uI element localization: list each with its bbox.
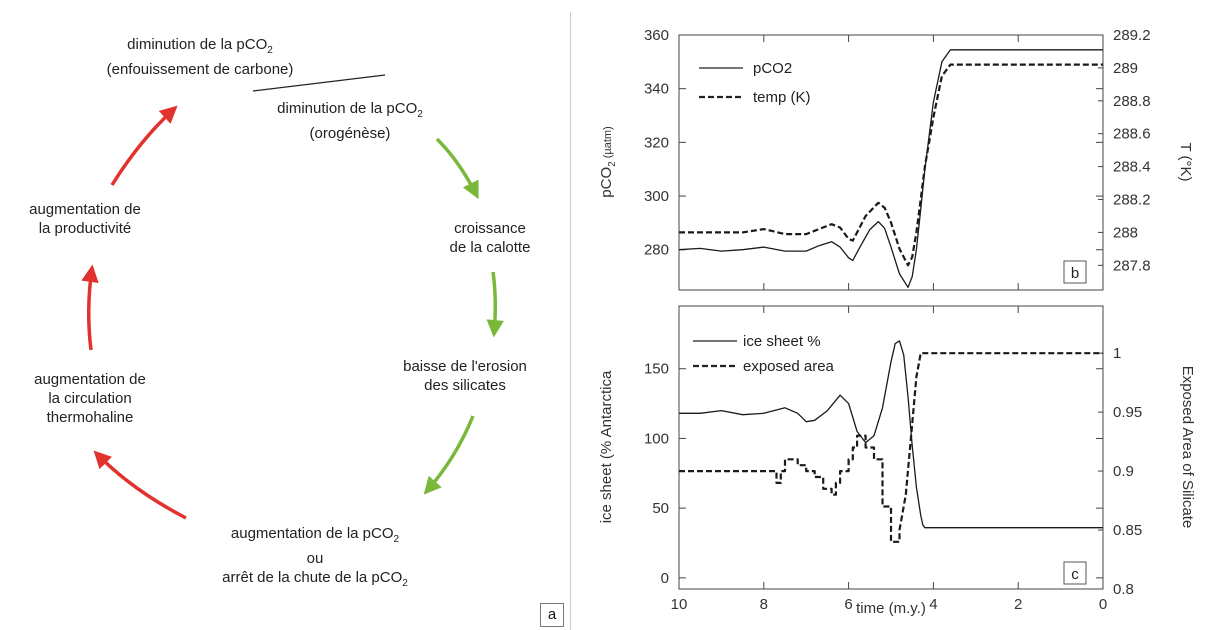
chart-marks: 280300320340360287.8288288.2288.4288.628… [644, 27, 1151, 613]
diagram-panel: diminution de la pCO2 (enfouissement de … [0, 0, 570, 630]
chart-1-xtick-label-1: 8 [760, 596, 768, 613]
red-arrow-2 [81, 264, 99, 351]
chart-c-y2label: Exposed Area of Silicate [1179, 366, 1196, 529]
chart-1-xtick-label-2: 6 [844, 596, 852, 613]
chart-1-ytick-label-0: 0 [661, 570, 669, 587]
chart-c-ylabel: ice sheet (% Antarctica [598, 370, 615, 523]
charts-svg: b pCO2 (µatm) T (°K) pCO2 temp (K) c ice… [598, 27, 1196, 617]
red-arrow-3 [110, 105, 178, 186]
chart-1-ytick-label-3: 150 [644, 361, 669, 378]
red-arrow-1 [93, 450, 187, 520]
legend-b-pco2: pCO2 [753, 60, 792, 77]
green-arrow-2 [486, 271, 504, 338]
chart-0-y2tick-label-5: 288.8 [1113, 93, 1151, 110]
legend-b-temp: temp (K) [753, 89, 811, 106]
legend-c-exposed: exposed area [743, 358, 835, 375]
chart-0-y2tick-label-2: 288.2 [1113, 192, 1151, 209]
chart-c-frame [678, 305, 1104, 590]
chart-1-xtick-label-0: 10 [671, 596, 688, 613]
chart-1-ytick-label-2: 100 [644, 430, 669, 447]
panel-badge-a: a [540, 603, 564, 627]
connector-line [252, 74, 386, 92]
chart-0-y2tick-label-7: 289.2 [1113, 27, 1151, 44]
chart-b-badge-box [1063, 260, 1087, 284]
chart-1-xtick-label-4: 2 [1014, 596, 1022, 613]
chart-1-xtick-label-3: 4 [929, 596, 937, 613]
chart-1-y2tick-label-0: 0.8 [1113, 581, 1134, 598]
chart-c-xlabel: time (m.y.) [856, 600, 926, 617]
chart-0-ytick-label-4: 360 [644, 27, 669, 44]
chart-0-y2tick-label-6: 289 [1113, 60, 1138, 77]
chart-1-y2tick-label-3: 0.95 [1113, 404, 1142, 421]
chart-1-y2tick-label-2: 0.9 [1113, 463, 1134, 480]
green-arrow-1 [435, 137, 479, 200]
chart-1-series-0-line [679, 340, 1103, 529]
node-top-left: diminution de la pCO2 (enfouissement de … [106, 36, 294, 78]
panel-divider [570, 12, 571, 630]
charts-panel: b pCO2 (µatm) T (°K) pCO2 temp (K) c ice… [571, 0, 1213, 630]
chart-b-badge: b [1071, 265, 1079, 282]
chart-b-y2label: T (°K) [1177, 142, 1194, 181]
chart-0-ytick-label-2: 320 [644, 134, 669, 151]
chart-1-xtick-label-5: 0 [1099, 596, 1107, 613]
node-right-2: baisse de l'erosion des silicates [403, 358, 527, 394]
chart-1-y2tick-label-4: 1 [1113, 345, 1121, 362]
chart-0-series-0-line [678, 49, 1103, 288]
node-left-2: augmentation de la productivité [29, 201, 141, 237]
chart-0-y2tick-label-1: 288 [1113, 224, 1138, 241]
green-arrow-3 [423, 415, 475, 495]
chart-c-badge-box [1063, 561, 1087, 585]
chart-0-ytick-label-1: 300 [644, 188, 669, 205]
chart-0-y2tick-label-4: 288.6 [1113, 126, 1151, 143]
node-bottom: augmentation de la pCO2 ou arrêt de la c… [222, 525, 408, 589]
node-top-right: diminution de la pCO2 (orogénèse) [277, 100, 423, 142]
chart-1-ytick-label-1: 50 [652, 500, 669, 517]
chart-0-ytick-label-0: 280 [644, 242, 669, 259]
legend-c-ice: ice sheet % [743, 333, 821, 350]
chart-0-ytick-label-3: 340 [644, 81, 669, 98]
chart-0-series-1-line [679, 63, 1103, 267]
chart-b-ylabel: pCO2 (µatm) [598, 126, 618, 197]
cycle-arrows [81, 74, 504, 520]
chart-0-y2tick-label-3: 288.4 [1113, 159, 1151, 176]
chart-1-series-1-line [679, 352, 1103, 543]
chart-c-badge: c [1071, 566, 1079, 583]
chart-b-frame [678, 34, 1104, 291]
chart-1-y2tick-label-1: 0.85 [1113, 522, 1142, 539]
node-left-1: augmentation de la circulation thermohal… [34, 371, 146, 426]
chart-0-y2tick-label-0: 287.8 [1113, 257, 1151, 274]
node-right-1: croissance de la calotte [449, 220, 531, 256]
